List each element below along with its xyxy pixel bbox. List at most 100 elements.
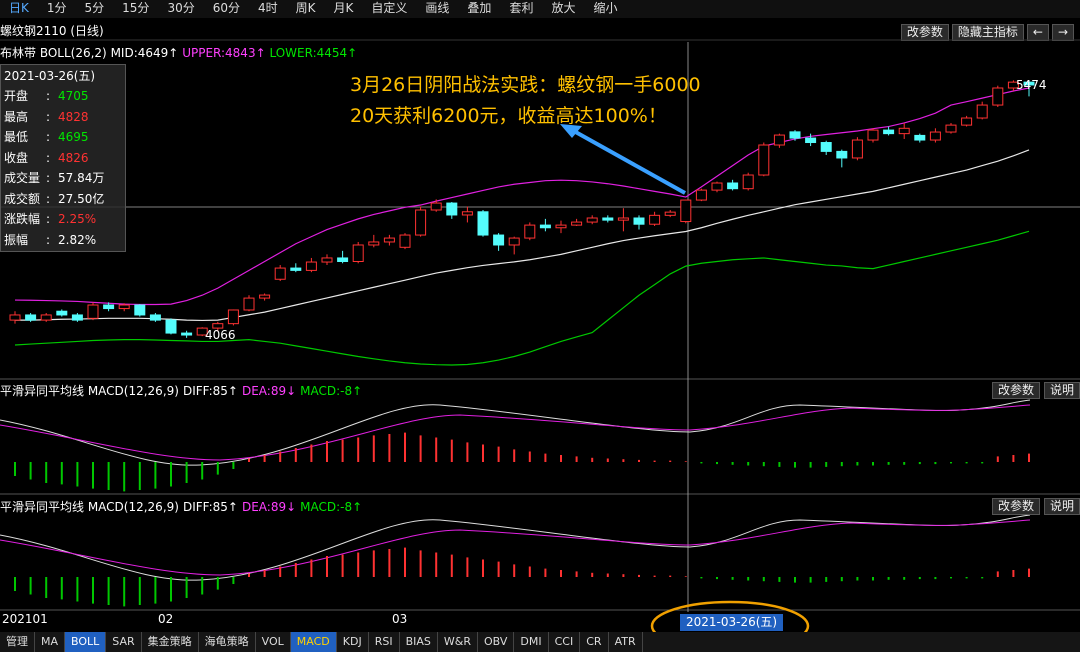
candle-body — [976, 104, 988, 119]
toolbar-item[interactable]: 60分 — [212, 1, 240, 15]
indicator-tab[interactable]: CR — [580, 632, 609, 652]
date-label: 202101 — [2, 612, 48, 626]
macd-value: MACD:-8↑ — [300, 500, 363, 514]
candle-body — [352, 244, 364, 263]
indicator-tab[interactable]: MACD — [290, 632, 337, 652]
top-button[interactable]: 隐藏主指标 — [951, 24, 1024, 41]
info-colon: : — [46, 89, 51, 103]
indicator-tab[interactable]: CCI — [549, 632, 581, 652]
candle-body — [773, 134, 785, 146]
toolbar-item[interactable]: 自定义 — [371, 1, 408, 15]
info-value: 4705 — [58, 89, 89, 103]
candle-body — [321, 257, 333, 263]
indicator-tab[interactable]: DMI — [514, 632, 549, 652]
candle-body — [243, 297, 255, 311]
toolbar-item[interactable]: 画线 — [425, 1, 450, 15]
indicator-tab[interactable]: RSI — [369, 632, 400, 652]
macd-button[interactable]: 改参数 — [991, 498, 1040, 515]
candle-body — [134, 304, 146, 316]
candle-body — [40, 314, 52, 321]
toolbar-item[interactable]: 30分 — [167, 1, 195, 15]
info-row: 涨跌幅:2.25% — [1, 209, 125, 230]
toolbar-item[interactable]: 周K — [295, 1, 316, 15]
indicator-tab[interactable]: SAR — [106, 632, 142, 652]
candle-body — [555, 224, 567, 229]
indicator-tab[interactable]: BIAS — [400, 632, 438, 652]
top-button[interactable]: 改参数 — [900, 24, 949, 41]
boll-upper — [14, 87, 1030, 306]
candle-body — [118, 304, 130, 310]
indicator-tab[interactable]: 集金策略 — [142, 632, 199, 652]
toolbar-item[interactable]: 15分 — [122, 1, 150, 15]
candle-body — [633, 217, 645, 225]
candle-body — [9, 314, 21, 321]
candle-body — [929, 131, 941, 141]
candle-body — [945, 124, 957, 133]
price-low-label: 4066 — [205, 328, 236, 342]
info-value: 4695 — [58, 130, 89, 144]
toolbar-item[interactable]: 叠加 — [467, 1, 492, 15]
indicator-tab[interactable]: OBV — [478, 632, 515, 652]
candle-body — [165, 319, 177, 334]
candle-body — [617, 217, 629, 221]
candle-body — [695, 189, 707, 201]
toolbar-item[interactable]: 4时 — [258, 1, 278, 15]
candle-body — [867, 129, 879, 141]
toolbar-item[interactable]: 缩小 — [593, 1, 618, 15]
top-buttons: 改参数 隐藏主指标 ← → — [900, 24, 1074, 41]
info-label: 最低 — [4, 130, 29, 144]
toolbar-item[interactable]: 放大 — [551, 1, 576, 15]
toolbar-item[interactable]: 月K — [333, 1, 354, 15]
indicator-tab[interactable]: 管理 — [0, 632, 35, 652]
info-colon: : — [46, 150, 51, 165]
indicator-tab[interactable]: KDJ — [337, 632, 369, 652]
macd-button[interactable]: 改参数 — [991, 382, 1040, 399]
candle-body — [727, 182, 739, 190]
macd-button[interactable]: 说明 — [1043, 382, 1080, 399]
candle-body — [25, 314, 37, 321]
arrow-head — [560, 124, 582, 138]
candle-body — [805, 137, 817, 144]
candle-body — [290, 267, 302, 271]
annotation: 3月26日阴阳战法实践：螺纹钢一手6000 20天获利6200元，收益高达100… — [350, 70, 701, 132]
info-label: 收盘 — [4, 150, 29, 165]
candle-body — [399, 234, 411, 248]
candle-body — [87, 304, 99, 319]
boll-mid: MID:4649↑ — [110, 46, 179, 60]
boll-label: 布林带 BOLL(26,2) MID:4649↑ UPPER:4843↑ LOW… — [0, 44, 357, 61]
candle-body — [851, 139, 863, 159]
candle-body — [461, 211, 473, 216]
toolbar-item[interactable]: 1分 — [46, 1, 67, 15]
info-row: 振幅:2.82% — [1, 230, 125, 251]
toolbar-item[interactable]: 5分 — [84, 1, 105, 15]
candle-body — [227, 309, 239, 325]
toolbar-item[interactable]: 日K — [9, 1, 29, 15]
boll-mid — [15, 149, 1030, 322]
candle-body — [508, 237, 520, 246]
indicator-tab[interactable]: MA — [35, 632, 66, 652]
annotation-line: 3月26日阴阳战法实践：螺纹钢一手6000 — [350, 74, 701, 96]
candle-body — [539, 224, 551, 229]
candle-body — [586, 217, 598, 223]
annotation-arrow — [571, 128, 686, 195]
boll-name: 布林带 BOLL(26,2) — [0, 46, 107, 60]
indicator-tab[interactable]: W&R — [438, 632, 478, 652]
indicator-tab[interactable]: VOL — [256, 632, 291, 652]
candle-body — [493, 234, 505, 246]
indicator-tab[interactable]: BOLL — [65, 632, 107, 652]
info-row: 成交量:57.84万 — [1, 168, 125, 189]
indicator-tab[interactable]: ATR — [609, 632, 643, 652]
candle-body — [274, 267, 286, 280]
info-value: 4826 — [58, 150, 89, 165]
candle-body — [181, 332, 193, 336]
macd-label: 平滑异同平均线 MACD(12,26,9) DIFF:85↑ DEA:89↓ MACD… — [0, 498, 362, 515]
toolbar-item[interactable]: 套利 — [509, 1, 534, 15]
indicator-tab[interactable]: 海龟策略 — [199, 632, 256, 652]
date-label: 02 — [158, 612, 174, 626]
info-colon: : — [46, 130, 51, 144]
info-colon: : — [46, 232, 51, 247]
candle-body — [477, 211, 489, 236]
macd-button[interactable]: 说明 — [1043, 498, 1080, 515]
